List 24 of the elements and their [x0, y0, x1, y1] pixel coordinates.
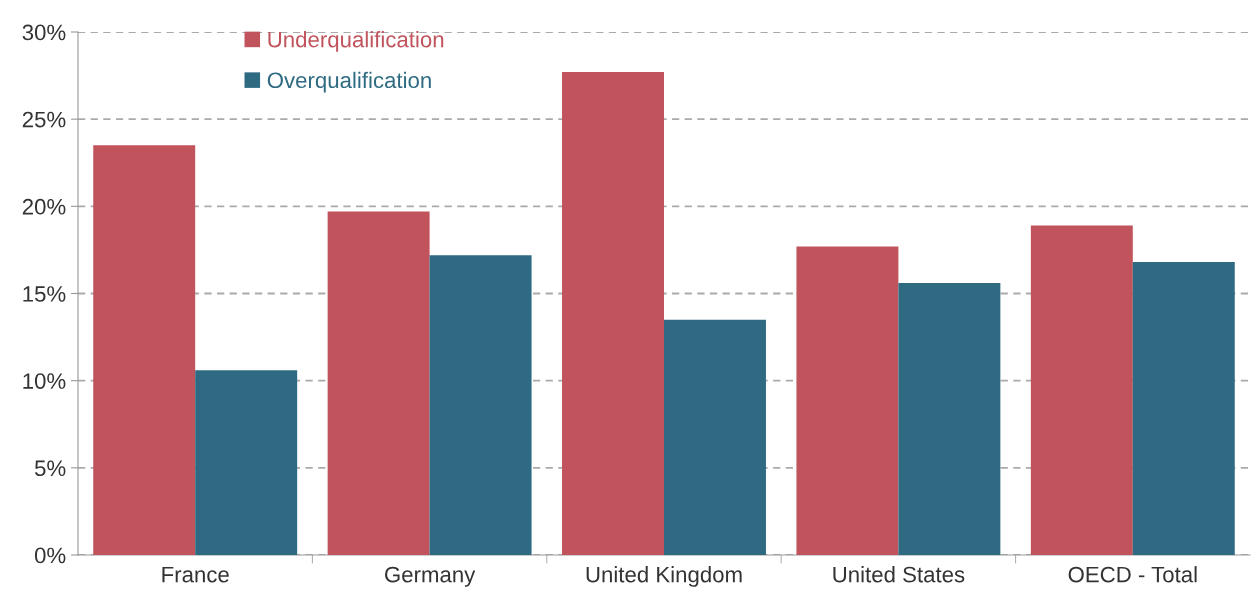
x-tick-label: France — [162, 566, 229, 583]
y-tick-label: 0% — [34, 547, 66, 564]
legend-label: Underqualification — [268, 31, 444, 52]
y-tick-label: 15% — [23, 286, 66, 302]
y-tick-label: 5% — [34, 460, 66, 477]
y-tick-label: 20% — [22, 198, 66, 215]
bar — [664, 319, 766, 555]
bar — [1030, 225, 1133, 555]
legend-label: Overqualification — [267, 71, 431, 93]
y-tick-label: 25% — [22, 111, 66, 128]
bar — [93, 145, 196, 555]
x-tick-label: United States — [833, 566, 965, 583]
x-tick-label: Germany — [385, 566, 476, 587]
x-tick-label: OECD - Total — [1068, 566, 1197, 583]
bar — [327, 211, 430, 555]
bar — [429, 255, 532, 555]
x-tick-label: United Kingdom — [586, 566, 742, 587]
y-tick-label: 10% — [23, 373, 66, 389]
bar — [898, 283, 1001, 555]
bar — [562, 72, 664, 555]
bar — [1132, 262, 1235, 555]
bar — [796, 246, 899, 555]
y-tick-label: 30% — [22, 24, 66, 41]
bar — [195, 370, 298, 555]
